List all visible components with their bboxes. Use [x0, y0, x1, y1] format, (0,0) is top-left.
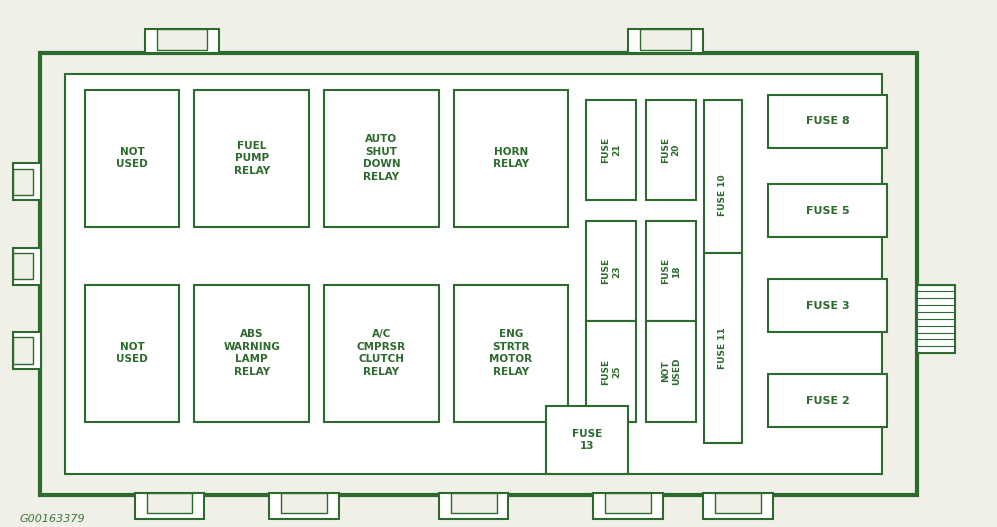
Bar [586, 100, 636, 200]
Bar [646, 221, 696, 321]
Text: A/C
CMPRSR
CLUTCH
RELAY: A/C CMPRSR CLUTCH RELAY [357, 329, 406, 377]
Text: FUSE 3: FUSE 3 [806, 301, 849, 310]
Bar [13, 163, 41, 200]
Bar [439, 493, 508, 519]
Bar [768, 374, 887, 427]
Bar [768, 279, 887, 332]
Bar [546, 406, 628, 474]
Bar [640, 29, 691, 50]
Bar [715, 493, 761, 513]
Bar [605, 493, 651, 513]
Bar [85, 285, 179, 422]
Bar [13, 332, 41, 369]
Bar [194, 90, 309, 227]
Bar [135, 493, 204, 519]
Bar [451, 493, 497, 513]
Bar [13, 248, 41, 285]
Text: NOT
USED: NOT USED [117, 342, 148, 364]
Text: FUSE
20: FUSE 20 [661, 137, 681, 163]
Bar [324, 285, 439, 422]
Bar [704, 253, 742, 443]
Text: FUSE 5: FUSE 5 [806, 206, 849, 216]
Text: FUSE
25: FUSE 25 [601, 358, 621, 385]
Bar [703, 493, 773, 519]
Bar [13, 253, 33, 279]
Bar [704, 100, 742, 290]
Bar [40, 53, 917, 495]
Bar [13, 337, 33, 364]
Bar [586, 321, 636, 422]
Text: FUSE 11: FUSE 11 [718, 327, 728, 369]
Bar [281, 493, 327, 513]
Bar [593, 493, 663, 519]
Text: HORN
RELAY: HORN RELAY [493, 147, 529, 169]
Bar [269, 493, 339, 519]
Text: FUSE 2: FUSE 2 [806, 396, 849, 405]
Text: ABS
WARNING
LAMP
RELAY: ABS WARNING LAMP RELAY [223, 329, 280, 377]
Bar [65, 74, 882, 474]
Bar [768, 95, 887, 148]
Text: FUSE
23: FUSE 23 [601, 258, 621, 285]
Text: FUSE
21: FUSE 21 [601, 137, 621, 163]
Text: NOT
USED: NOT USED [117, 147, 148, 169]
Text: FUSE 10: FUSE 10 [718, 174, 728, 216]
Bar [454, 285, 568, 422]
Text: ENG
STRTR
MOTOR
RELAY: ENG STRTR MOTOR RELAY [490, 329, 532, 377]
Bar [646, 100, 696, 200]
Bar [628, 29, 703, 53]
Bar [646, 321, 696, 422]
Bar [85, 90, 179, 227]
Bar [145, 29, 219, 53]
Bar [324, 90, 439, 227]
Bar [768, 184, 887, 237]
Bar [194, 285, 309, 422]
Text: FUSE 8: FUSE 8 [806, 116, 849, 126]
Bar [147, 493, 192, 513]
Text: AUTO
SHUT
DOWN
RELAY: AUTO SHUT DOWN RELAY [363, 134, 400, 182]
Text: NOT
USED: NOT USED [661, 358, 681, 385]
Bar [454, 90, 568, 227]
Text: FUEL
PUMP
RELAY: FUEL PUMP RELAY [233, 141, 270, 175]
Bar [157, 29, 207, 50]
Bar [917, 285, 955, 353]
Text: FUSE
13: FUSE 13 [572, 429, 602, 451]
Text: FUSE
18: FUSE 18 [661, 258, 681, 285]
Bar [586, 221, 636, 321]
Bar [13, 169, 33, 195]
Text: G00163379: G00163379 [20, 514, 86, 524]
